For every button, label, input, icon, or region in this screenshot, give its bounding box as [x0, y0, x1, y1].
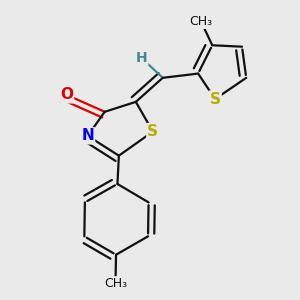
Text: N: N	[81, 128, 94, 143]
Text: S: S	[147, 124, 158, 139]
Text: S: S	[210, 92, 220, 106]
Text: O: O	[60, 87, 73, 102]
Text: CH₃: CH₃	[104, 278, 127, 290]
Text: CH₃: CH₃	[189, 15, 212, 28]
Text: H: H	[136, 51, 147, 65]
